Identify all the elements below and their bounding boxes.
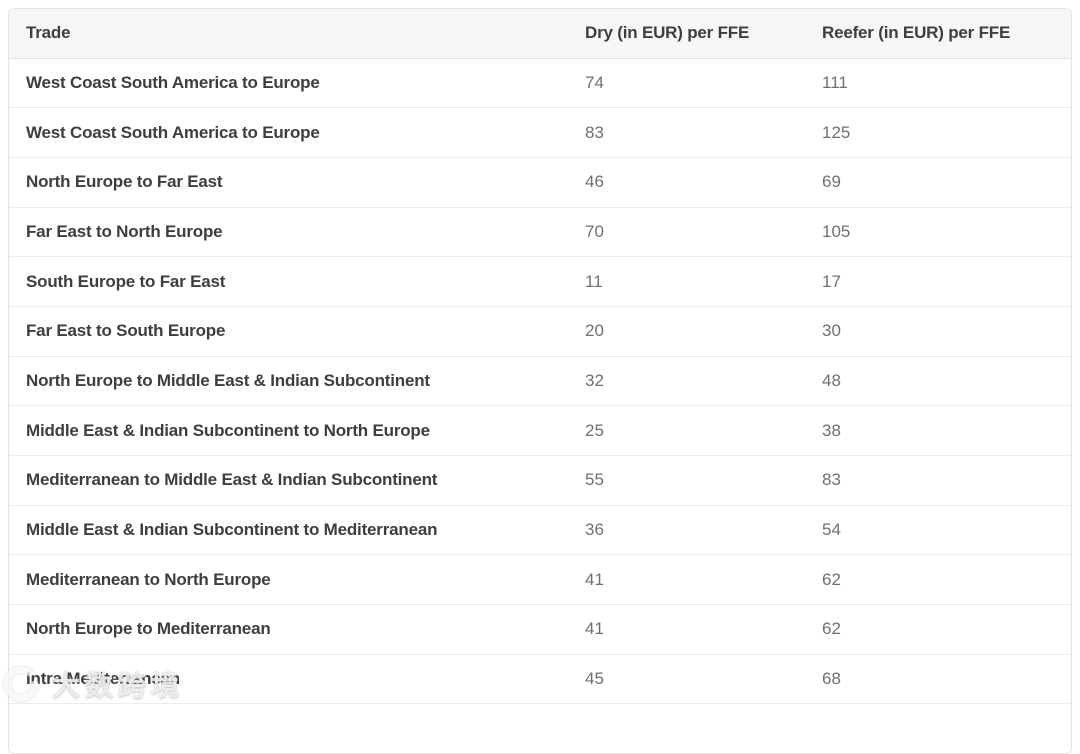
table-row: North Europe to Mediterranean 41 62 [9,605,1071,655]
trade-cell: South Europe to Far East [26,271,226,291]
trade-cell: Far East to South Europe [26,321,226,341]
dry-value-cell: 74 [585,72,604,92]
reefer-value-cell: 83 [822,470,841,490]
trade-cell: Far East to North Europe [26,221,223,241]
column-header-trade: Trade [26,23,71,43]
reefer-value-cell: 68 [822,669,841,689]
column-header-reefer: Reefer (in EUR) per FFE [822,23,1011,43]
trade-cell: North Europe to Middle East & Indian Sub… [26,370,430,390]
dry-value-cell: 11 [585,271,603,291]
dry-value-cell: 20 [585,321,604,341]
reefer-value-cell: 105 [822,221,851,241]
table-header-row: Trade Dry (in EUR) per FFE Reefer (in EU… [9,9,1071,59]
trade-cell: North Europe to Mediterranean [26,619,271,639]
table-row: Far East to North Europe 70 105 [9,207,1071,258]
reefer-value-cell: 62 [822,569,841,589]
table-row: North Europe to Middle East & Indian Sub… [9,356,1071,407]
table-body: West Coast South America to Europe 74 11… [9,58,1071,705]
partial-next-row [9,704,1071,754]
table-row: South Europe to Far East 11 17 [9,257,1071,307]
trade-cell: West Coast South America to Europe [26,122,320,142]
table-row: West Coast South America to Europe 74 11… [9,58,1071,109]
reefer-value-cell: 38 [822,420,841,440]
trade-cell: North Europe to Far East [26,172,223,192]
trade-cell: Middle East & Indian Subcontinent to Med… [26,520,438,540]
reefer-value-cell: 62 [822,619,841,639]
dry-value-cell: 46 [585,172,604,192]
trade-cell: Mediterranean to North Europe [26,569,271,589]
table-row: Mediterranean to North Europe 41 62 [9,555,1071,606]
dry-value-cell: 41 [585,569,604,589]
reefer-value-cell: 48 [822,370,841,390]
table-row: Far East to South Europe 20 30 [9,306,1071,357]
dry-value-cell: 70 [585,221,604,241]
reefer-value-cell: 54 [822,520,841,540]
column-header-dry: Dry (in EUR) per FFE [585,23,750,43]
table-row: North Europe to Far East 46 69 [9,157,1071,208]
trade-cell: Intra Mediterranean [26,669,180,689]
rates-table: Trade Dry (in EUR) per FFE Reefer (in EU… [8,8,1072,754]
table-row: Middle East & Indian Subcontinent to Med… [9,505,1071,556]
trade-cell: West Coast South America to Europe [26,72,320,92]
dry-value-cell: 36 [585,520,604,540]
table-row: Middle East & Indian Subcontinent to Nor… [9,406,1071,456]
reefer-value-cell: 69 [822,172,841,192]
dry-value-cell: 55 [585,470,604,490]
reefer-value-cell: 17 [822,271,841,291]
table-row: Intra Mediterranean 45 68 [9,654,1071,705]
trade-cell: Mediterranean to Middle East & Indian Su… [26,470,438,490]
table-row: West Coast South America to Europe 83 12… [9,108,1071,158]
reefer-value-cell: 111 [822,72,848,92]
dry-value-cell: 83 [585,122,604,142]
reefer-value-cell: 125 [822,122,851,142]
dry-value-cell: 41 [585,619,604,639]
trade-cell: Middle East & Indian Subcontinent to Nor… [26,420,430,440]
reefer-value-cell: 30 [822,321,841,341]
dry-value-cell: 25 [585,420,604,440]
dry-value-cell: 45 [585,669,604,689]
table-row: Mediterranean to Middle East & Indian Su… [9,456,1071,506]
dry-value-cell: 32 [585,370,604,390]
